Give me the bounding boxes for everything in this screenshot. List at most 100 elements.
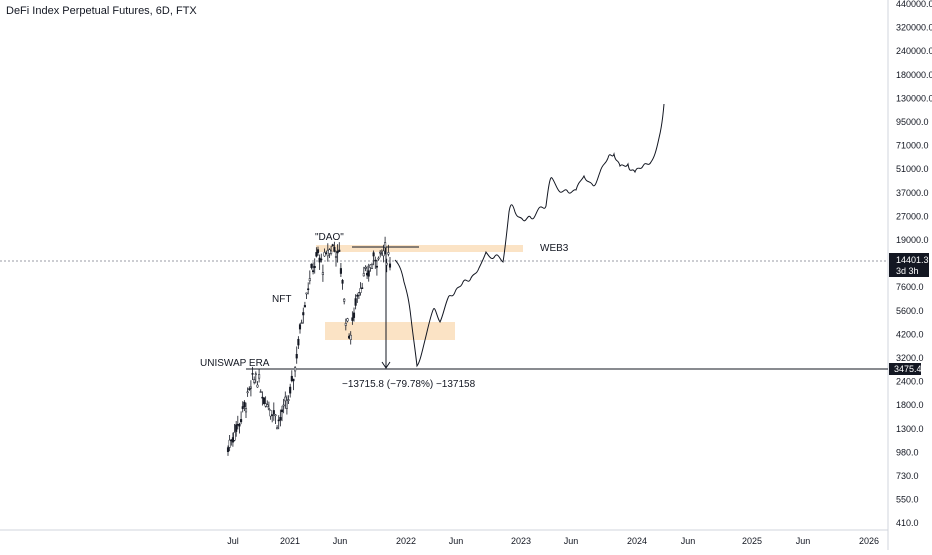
candle-body	[308, 278, 311, 282]
candle-body	[233, 431, 236, 441]
candle-body	[356, 295, 359, 297]
candle-body	[380, 253, 383, 256]
candle-body	[374, 259, 377, 262]
candle-body	[357, 292, 360, 296]
y-tick-label: 550.0	[896, 495, 919, 505]
x-tick-label: Jul	[227, 536, 239, 546]
candle-body	[282, 404, 285, 407]
candle-body	[387, 252, 390, 255]
candle-body	[253, 379, 256, 383]
x-tick-label: Jun	[333, 536, 348, 546]
candle-body	[287, 399, 290, 401]
y-tick-label: 51000.0	[896, 164, 929, 174]
candle-body	[295, 353, 298, 359]
candle-body	[369, 264, 372, 268]
candle-body	[241, 406, 244, 409]
candle-body	[254, 373, 257, 376]
candle-body	[379, 251, 382, 254]
candle-body	[316, 249, 320, 253]
candle-body	[367, 270, 370, 277]
candle-body	[328, 249, 331, 254]
candle-body	[276, 427, 279, 430]
candle-body	[243, 401, 246, 408]
uniswap-label: UNISWAP ERA	[200, 358, 270, 369]
chart-title: DeFi Index Perpetual Futures, 6D, FTX	[6, 5, 197, 17]
candle-body	[226, 447, 230, 452]
candle-body	[251, 373, 254, 375]
candle-body	[280, 409, 284, 413]
candle-body	[235, 424, 238, 432]
candle-body	[302, 312, 305, 316]
candle-body	[346, 318, 349, 322]
y-tick-label: 1300.0	[896, 424, 924, 434]
y-tick-label: 410.0	[896, 518, 919, 528]
candle-body	[326, 250, 329, 257]
candle-body	[279, 417, 282, 421]
candle-body	[336, 251, 339, 254]
candle-body	[298, 324, 302, 330]
y-tick-label: 3200.0	[896, 353, 924, 363]
candle-body	[312, 270, 315, 273]
candle-body	[294, 367, 297, 372]
dao-resistance-zone	[316, 245, 523, 252]
candle-body	[333, 246, 336, 252]
candle-body	[338, 249, 341, 252]
x-tick-label: Jun	[449, 536, 464, 546]
candle-body	[271, 414, 274, 416]
candle-body	[269, 410, 272, 417]
candle-body	[258, 374, 261, 379]
candle-body	[343, 298, 346, 302]
candle-body	[372, 252, 375, 257]
candle-body	[323, 252, 326, 257]
candles	[226, 236, 392, 456]
candle-body	[330, 250, 333, 254]
candle-body	[285, 400, 288, 409]
y-tick-label: 130000.0	[896, 93, 932, 103]
x-axis-ticks: Jul 2021 Jun 2022 Jun 2023 Jun 2024 Jun 2025 Jun 20…	[227, 536, 879, 546]
y-tick-label: 730.0	[896, 471, 919, 481]
candle-body	[315, 252, 318, 257]
candle-body	[362, 273, 365, 277]
y-tick-label: 4200.0	[896, 329, 924, 339]
candle-body	[274, 414, 277, 417]
candle-body	[370, 264, 374, 269]
last-price-value: 14401.3	[896, 255, 929, 265]
candle-body	[238, 423, 241, 427]
y-tick-label: 980.0	[896, 447, 919, 457]
candle-body	[334, 256, 338, 258]
x-tick-label: Jun	[796, 536, 811, 546]
y-tick-label: 7600.0	[896, 282, 924, 292]
candle-body	[244, 408, 248, 413]
x-tick-label: 2025	[742, 536, 762, 546]
candle-body	[256, 384, 259, 388]
candle-body	[262, 397, 266, 404]
candle-body	[231, 437, 234, 443]
x-tick-label: 2023	[511, 536, 531, 546]
candle-body	[267, 408, 270, 410]
candle-body	[339, 268, 342, 274]
candle-body	[303, 305, 306, 308]
candle-body	[349, 334, 352, 340]
candle-body	[277, 419, 280, 422]
candle-body	[388, 263, 392, 268]
y-tick-label: 19000.0	[896, 235, 929, 245]
candle-body	[341, 280, 344, 284]
y-tick-label: 320000.0	[896, 23, 932, 33]
y-tick-label: 2400.0	[896, 377, 924, 387]
dao-label: "DAO"	[315, 232, 344, 243]
candle-body	[264, 403, 267, 407]
measure-label: −13715.8 (−79.78%) −137158	[342, 379, 476, 390]
y-tick-label: 71000.0	[896, 141, 929, 151]
candle-body	[248, 388, 251, 390]
y-tick-label: 5600.0	[896, 306, 924, 316]
countdown-value: 3d 3h	[896, 266, 919, 276]
candle-body	[310, 263, 313, 268]
y-tick-label: 180000.0	[896, 70, 932, 80]
y-tick-label: 37000.0	[896, 188, 929, 198]
candle-body	[297, 338, 300, 346]
candle-body	[305, 292, 308, 295]
nft-label: NFT	[272, 294, 291, 305]
candle-body	[261, 396, 264, 399]
candle-body	[352, 312, 356, 318]
